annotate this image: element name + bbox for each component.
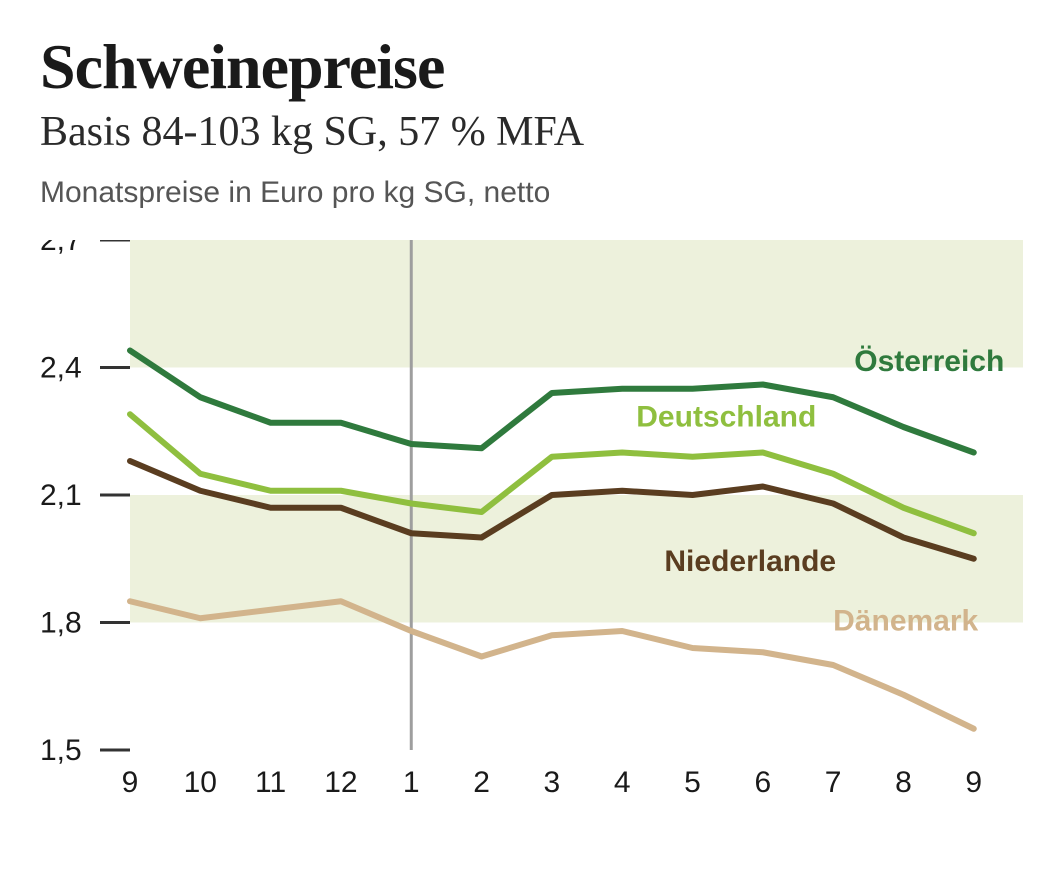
- x-tick-label: 7: [825, 766, 842, 799]
- x-tick-label: 5: [684, 766, 701, 799]
- x-tick-label: 6: [754, 766, 771, 799]
- chart-band: [130, 495, 1023, 623]
- y-tick-label: 2,1: [40, 479, 82, 512]
- x-tick-label: 9: [965, 766, 982, 799]
- line-chart-svg: 1,5 1,8 2,1 2,4 2,7 Österreich Deutschland Nied…: [40, 240, 1023, 800]
- x-tick-label: 11: [255, 766, 286, 799]
- series-label-dänemark: Dänemark: [833, 604, 978, 637]
- chart-title: Schweinepreise: [40, 30, 1023, 104]
- x-tick-label: 4: [614, 766, 631, 799]
- y-tick-label: 2,7: [40, 240, 82, 257]
- x-tick-label: 12: [324, 766, 357, 799]
- x-tick-label: 3: [544, 766, 561, 799]
- x-tick-label: 1: [403, 766, 420, 799]
- chart-area: 1,5 1,8 2,1 2,4 2,7 Österreich Deutschland Nied…: [40, 240, 1023, 800]
- x-tick-label: 8: [895, 766, 912, 799]
- y-tick-label: 1,8: [40, 607, 82, 640]
- series-label-niederlande: Niederlande: [664, 545, 836, 578]
- x-tick-label: 9: [122, 766, 139, 799]
- chart-description: Monatspreise in Euro pro kg SG, netto: [40, 176, 1023, 210]
- series-label-deutschland: Deutschland: [636, 400, 816, 433]
- y-tick-label: 1,5: [40, 734, 82, 767]
- series-label-österreich: Österreich: [854, 345, 1004, 378]
- y-tick-label: 2,4: [40, 352, 82, 385]
- chart-subtitle: Basis 84-103 kg SG, 57 % MFA: [40, 108, 1023, 156]
- x-tick-label: 2: [473, 766, 490, 799]
- x-tick-label: 10: [184, 766, 217, 799]
